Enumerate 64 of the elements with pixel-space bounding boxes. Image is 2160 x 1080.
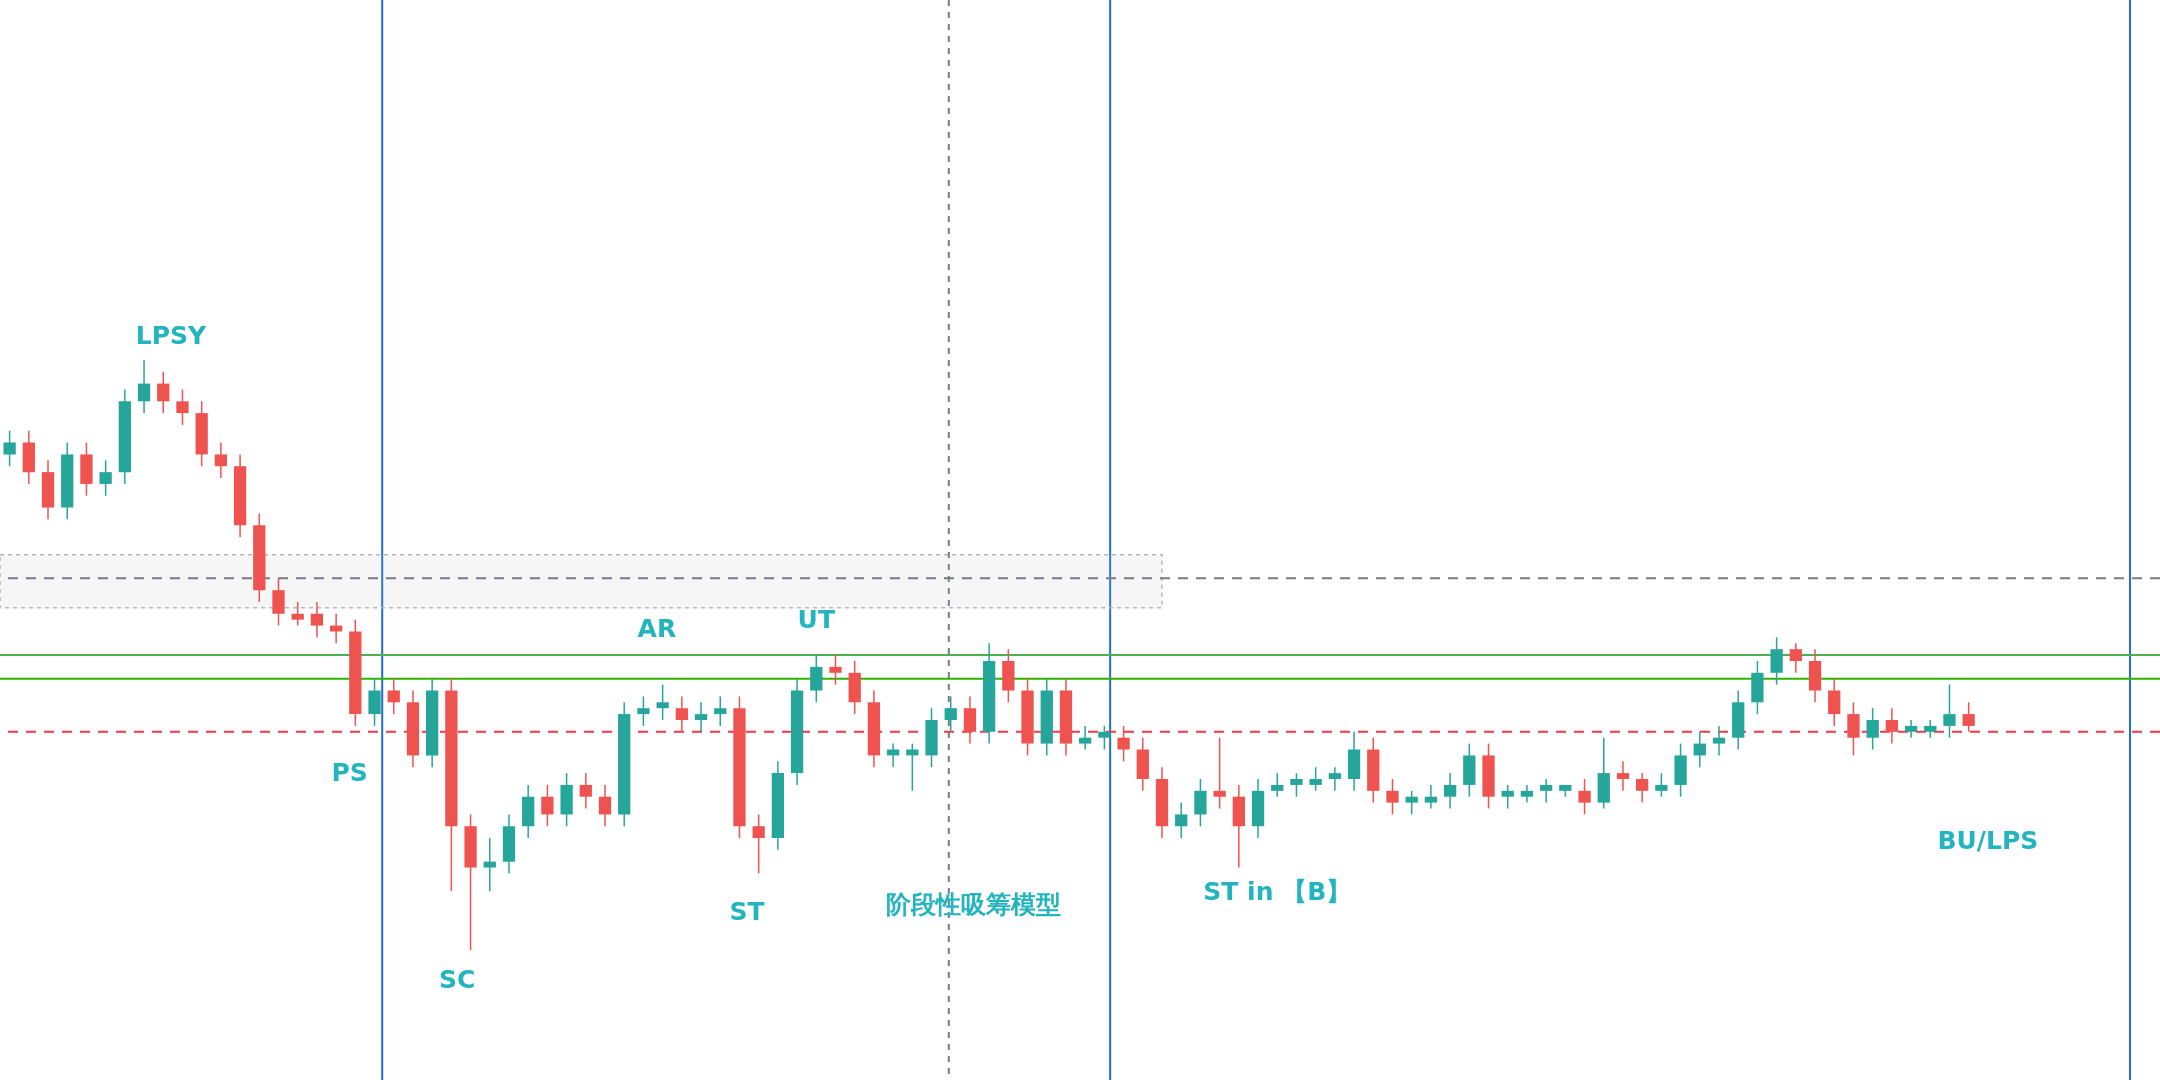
candlestick (1789, 642, 1802, 674)
candlestick (214, 441, 228, 479)
candlestick (1290, 772, 1303, 798)
candlestick (157, 371, 170, 414)
candlestick (1309, 766, 1322, 792)
candlestick (1847, 701, 1860, 757)
annotation: BU/LPS (1937, 825, 2039, 855)
candlestick (176, 388, 189, 426)
candlestick (1405, 790, 1418, 816)
candlestick (1962, 701, 1975, 733)
candlestick (1539, 778, 1553, 804)
candlestick (99, 459, 112, 497)
annotation: PS (331, 758, 368, 788)
annotation: 阶段性吸筹模型 (886, 889, 1062, 919)
annotation: AR (637, 613, 677, 643)
candlestick (310, 601, 324, 639)
annotation: ST in 【B】 (1203, 877, 1352, 907)
candlestick (1443, 772, 1457, 810)
candlestick (1424, 784, 1438, 810)
candlestick (598, 784, 612, 827)
candlestick (1098, 725, 1111, 751)
candlestick (1328, 766, 1342, 792)
candlestick (3, 430, 16, 467)
candlestick (387, 677, 400, 715)
candlestick (272, 577, 285, 627)
candlestick (483, 837, 496, 892)
candlestick (579, 772, 592, 810)
candlestick (1616, 760, 1630, 792)
candlestick (1885, 707, 1898, 745)
candlestick (694, 701, 708, 733)
candlestick (810, 654, 823, 704)
text: LPSY (135, 321, 208, 351)
candlestick (963, 695, 977, 745)
candlestick (1117, 725, 1130, 763)
candlestick (637, 695, 650, 727)
candlestick (1693, 731, 1706, 768)
candlestick (714, 695, 727, 727)
candlestick (1655, 772, 1668, 798)
candlestick (656, 683, 669, 721)
candlestick (137, 359, 151, 414)
text: SC (438, 964, 476, 994)
candlestick (675, 695, 688, 733)
candlestick (1271, 772, 1284, 798)
annotation: UT (797, 604, 835, 634)
candlestick (368, 677, 381, 727)
candlestick (1175, 801, 1188, 839)
candlestick (1213, 736, 1226, 810)
candlestick (1828, 677, 1841, 727)
candlestick (1712, 725, 1726, 757)
candlestick (1501, 784, 1514, 810)
candlestick (1079, 725, 1092, 751)
candlestick (944, 695, 957, 733)
candlestick (1386, 778, 1399, 816)
candlestick (1636, 772, 1649, 804)
candlestick (1866, 707, 1879, 751)
candlestick (829, 654, 842, 686)
candlestick (1943, 683, 1956, 739)
candlestick (752, 813, 765, 875)
candlestick (1578, 778, 1591, 816)
candlestick (541, 784, 554, 827)
candlestick (291, 601, 304, 627)
annotation: ST (729, 896, 765, 926)
candlestick (1770, 636, 1783, 686)
candlestick (1194, 778, 1207, 827)
